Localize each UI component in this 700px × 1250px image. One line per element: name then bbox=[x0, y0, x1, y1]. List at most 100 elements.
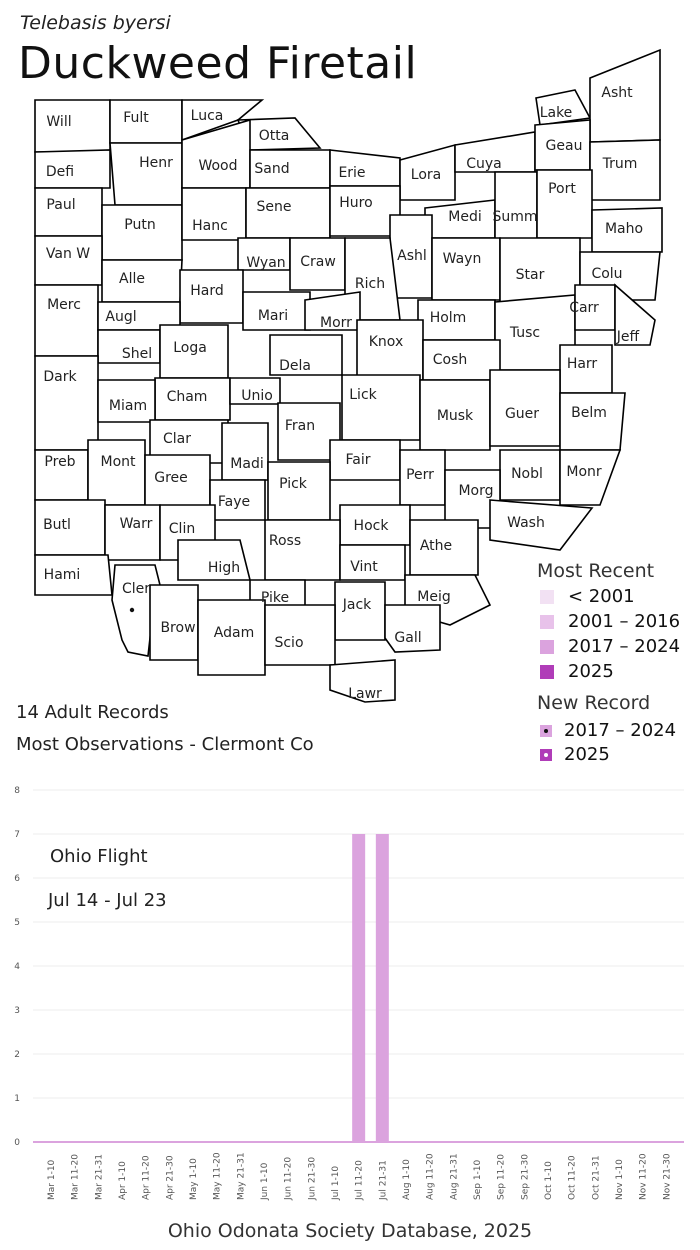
legend-item-2017-2024: 2017 – 2024 bbox=[540, 636, 680, 657]
county-label: Fult bbox=[123, 110, 149, 126]
county-label: Defi bbox=[46, 164, 74, 180]
county-label: Morr bbox=[320, 315, 352, 331]
y-tick-label: 4 bbox=[14, 962, 20, 972]
county-label: Lake bbox=[540, 105, 573, 121]
x-tick-label: Oct 11-20 bbox=[568, 1155, 578, 1200]
x-tick-label: Nov 21-30 bbox=[662, 1153, 672, 1200]
county-label: Brow bbox=[160, 620, 195, 636]
county-label: Knox bbox=[369, 334, 403, 350]
common-name-title: Duckweed Firetail bbox=[18, 38, 418, 89]
county-label: Monr bbox=[566, 464, 602, 480]
county-label: Henr bbox=[139, 155, 173, 171]
x-tick-label: Aug 11-20 bbox=[426, 1153, 436, 1200]
county-label: Sand bbox=[254, 161, 289, 177]
y-tick-label: 2 bbox=[14, 1050, 20, 1060]
x-tick-label: Jun 21-30 bbox=[307, 1157, 317, 1201]
county-label: Medi bbox=[448, 209, 481, 225]
new-record-marker bbox=[129, 607, 135, 613]
county-label: Butl bbox=[43, 517, 71, 533]
most-observations: Most Observations - Clermont Co bbox=[16, 734, 314, 755]
county-label: Guer bbox=[505, 406, 539, 422]
y-tick-label: 8 bbox=[14, 786, 20, 796]
county-label: Hard bbox=[190, 283, 224, 299]
county-warr bbox=[104, 504, 161, 561]
county-monr bbox=[559, 449, 622, 506]
county-label: Erie bbox=[338, 165, 365, 181]
county-label: Meig bbox=[417, 589, 450, 605]
county-ross bbox=[264, 519, 341, 581]
county-label: Cosh bbox=[433, 352, 468, 368]
county-label: Colu bbox=[591, 266, 622, 282]
x-tick-label: Jul 1-10 bbox=[331, 1166, 341, 1201]
county-label: Luca bbox=[191, 108, 224, 124]
legend-label-before-2001: < 2001 bbox=[568, 586, 635, 607]
county-gall bbox=[384, 604, 441, 653]
county-label: Ross bbox=[269, 533, 301, 549]
county-defi bbox=[34, 149, 111, 189]
county-label: Hock bbox=[354, 518, 390, 534]
county-label: Holm bbox=[430, 310, 467, 326]
county-label: Cuya bbox=[466, 156, 502, 172]
x-tick-label: Sep 1-10 bbox=[473, 1159, 483, 1200]
county-label: Loga bbox=[173, 340, 207, 356]
y-tick-label: 6 bbox=[14, 874, 20, 884]
legend-new-item-2017-2024: 2017 – 2024 bbox=[540, 720, 676, 741]
county-label: Wash bbox=[507, 515, 545, 531]
county-label: Asht bbox=[601, 85, 633, 101]
county-lawr bbox=[329, 659, 396, 703]
county-label: Jack bbox=[342, 597, 372, 613]
county-label: Huro bbox=[339, 195, 372, 211]
bar-jul-21-31 bbox=[375, 834, 389, 1142]
county-henr bbox=[109, 142, 183, 206]
county-label: Gree bbox=[154, 470, 188, 486]
county-label: Pick bbox=[279, 476, 308, 492]
county-label: Miam bbox=[109, 398, 147, 414]
flight-chart: 0 1 2 3 4 5 6 7 8 Mar 1-10 Mar 11-20 Mar 21-31 Apr … bbox=[14, 786, 684, 1201]
legend-swatch-before-2001 bbox=[540, 590, 554, 604]
county-label: Summ bbox=[492, 209, 537, 225]
y-tick-label: 5 bbox=[14, 918, 20, 928]
county-label: Wyan bbox=[246, 255, 285, 271]
county-wash bbox=[489, 499, 594, 551]
ohio-county-map: Will Fult Luca Otta Lake Asht Defi Henr Wood Sand… bbox=[34, 48, 663, 703]
legend-new-title: New Record bbox=[537, 692, 651, 714]
legend-label-2025: 2025 bbox=[568, 661, 614, 682]
county-label: Trum bbox=[602, 156, 638, 172]
county-label: Alle bbox=[119, 271, 145, 287]
records-count: 14 Adult Records bbox=[16, 702, 169, 723]
x-axis-ticks: Mar 1-10 Mar 11-20 Mar 21-31 Apr 1-10 Apr 11… bbox=[47, 1152, 672, 1201]
legend-new-label-2017-2024: 2017 – 2024 bbox=[564, 720, 677, 741]
x-tick-label: Jun 11-20 bbox=[284, 1157, 294, 1201]
county-knox bbox=[356, 319, 424, 381]
x-tick-label: Mar 11-20 bbox=[71, 1154, 81, 1200]
county-label: Mont bbox=[100, 454, 136, 470]
chart-bars bbox=[352, 834, 389, 1142]
county-label: Morg bbox=[458, 483, 493, 499]
legend-swatch-2025 bbox=[540, 665, 554, 679]
county-maho bbox=[591, 207, 663, 253]
county-label: Cham bbox=[167, 389, 208, 405]
county-label: Maho bbox=[605, 221, 643, 237]
county-label: Belm bbox=[571, 405, 607, 421]
county-merc bbox=[34, 284, 99, 357]
county-wayn bbox=[431, 237, 501, 301]
county-label: Shel bbox=[122, 346, 152, 362]
y-tick-label: 1 bbox=[14, 1094, 20, 1104]
county-label: Athe bbox=[420, 538, 452, 554]
scientific-name: Telebasis byersi bbox=[20, 12, 171, 34]
county-label: Putn bbox=[124, 217, 155, 233]
county-label: Warr bbox=[120, 516, 153, 532]
x-tick-label: Oct 1-10 bbox=[544, 1161, 554, 1200]
x-tick-label: Jun 1-10 bbox=[260, 1162, 270, 1201]
county-lick bbox=[341, 374, 421, 441]
county-label: Gall bbox=[394, 630, 421, 646]
county-label: Preb bbox=[44, 454, 75, 470]
x-tick-label: Nov 11-20 bbox=[639, 1153, 649, 1200]
county-belm bbox=[559, 392, 626, 451]
x-tick-label: Apr 21-30 bbox=[165, 1155, 175, 1200]
legend-label-2017-2024: 2017 – 2024 bbox=[568, 636, 681, 657]
county-label: Perr bbox=[406, 467, 434, 483]
x-tick-label: Aug 1-10 bbox=[402, 1159, 412, 1200]
y-tick-label: 3 bbox=[14, 1006, 20, 1016]
county-cler bbox=[111, 564, 161, 657]
